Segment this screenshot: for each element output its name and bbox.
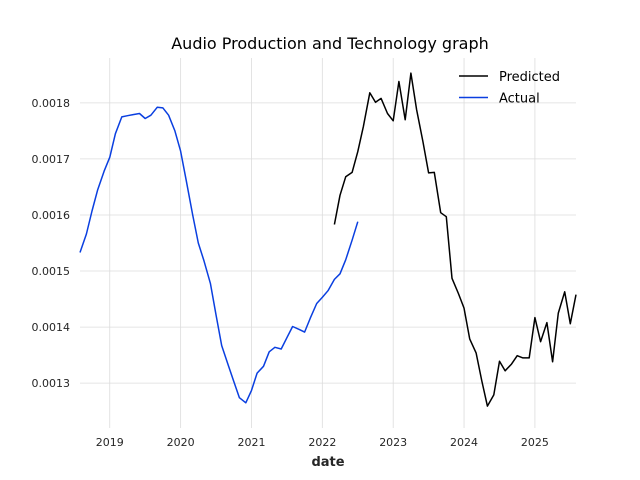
legend-label-actual: Actual <box>499 92 540 107</box>
x-tick-labels: 2019 2020 2021 2022 2023 2024 2025 <box>96 436 549 449</box>
y-tick-label: 0.0015 <box>32 265 71 278</box>
legend: Predicted Actual <box>459 70 560 107</box>
series-lines <box>79 72 577 407</box>
series-line-predicted <box>333 72 577 407</box>
x-tick-label: 2023 <box>379 436 407 449</box>
y-tick-label: 0.0017 <box>32 153 71 166</box>
y-tick-labels: 0.0013 0.0014 0.0015 0.0016 0.0017 0.0018 <box>32 97 71 390</box>
grid <box>80 58 576 428</box>
series-line-actual <box>79 106 359 404</box>
x-tick-label: 2021 <box>237 436 265 449</box>
x-axis-label: date <box>311 455 344 470</box>
y-tick-label: 0.0014 <box>32 321 71 334</box>
y-tick-label: 0.0016 <box>32 209 71 222</box>
y-tick-label: 0.0013 <box>32 377 71 390</box>
x-tick-label: 2022 <box>308 436 336 449</box>
y-tick-label: 0.0018 <box>32 97 71 110</box>
chart-title: Audio Production and Technology graph <box>171 34 489 53</box>
x-tick-label: 2025 <box>521 436 549 449</box>
x-tick-label: 2024 <box>450 436 478 449</box>
legend-label-predicted: Predicted <box>499 70 560 85</box>
x-tick-label: 2019 <box>96 436 124 449</box>
x-tick-label: 2020 <box>167 436 195 449</box>
